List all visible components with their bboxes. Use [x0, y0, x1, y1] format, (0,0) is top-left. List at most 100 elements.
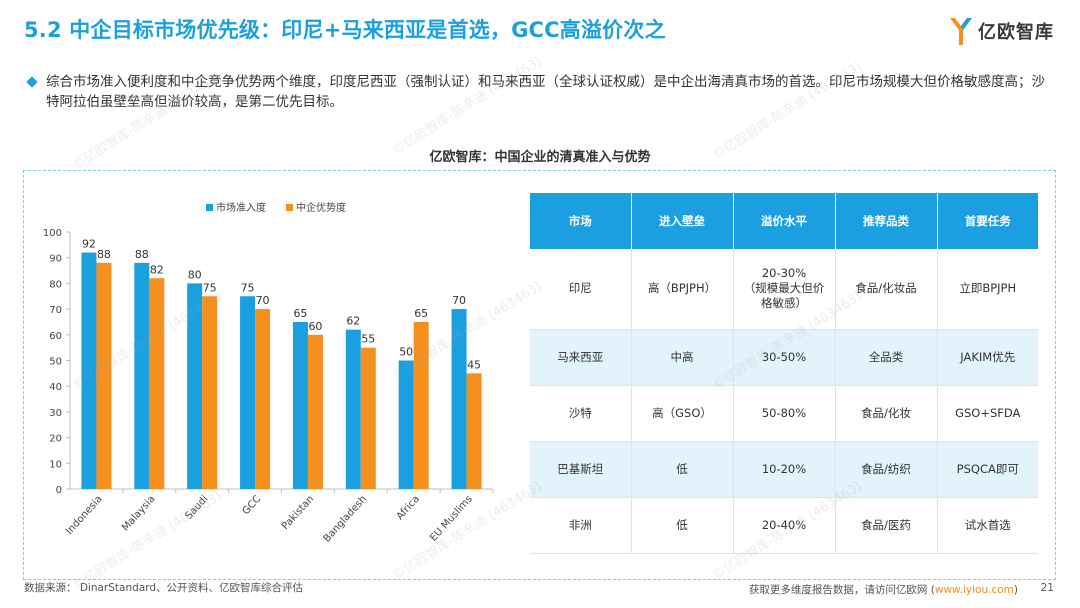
legend-label: 中企优势度 — [296, 201, 346, 214]
y-tick-label: 10 — [49, 459, 62, 470]
table-cell: 印尼 — [530, 249, 632, 330]
x-tick-label: Pakistan — [280, 494, 316, 532]
bar-value-label: 45 — [467, 358, 481, 371]
footer-more-info: 获取更多维度报告数据，请访问亿欧网 (www.iyiou.com) — [749, 582, 1018, 597]
bar — [466, 373, 482, 489]
table-cell: 食品/化妆品 — [835, 249, 938, 330]
table-cell: 试水首选 — [937, 497, 1038, 554]
iyiou-link[interactable]: www.iyiou.com — [934, 584, 1014, 596]
table-row: 沙特 高（GSO） 50-80% 食品/化妆 GSO+SFDA — [530, 385, 1038, 442]
bar — [149, 278, 165, 489]
bar-value-label: 65 — [293, 307, 307, 320]
bar-value-label: 92 — [82, 238, 96, 251]
data-source: 数据来源： DinarStandard、公开资料、亿欧智库综合评估 — [24, 582, 304, 594]
table-row: 巴基斯坦低 10-20% 食品/纺织 PSQCA即可 — [530, 441, 1038, 498]
bar — [413, 321, 429, 489]
y-tick-label: 90 — [49, 254, 62, 265]
table-cell: 巴基斯坦 — [530, 441, 632, 498]
bar — [187, 283, 203, 489]
page-title: 5.2 中企目标市场优先级：印尼+马来西亚是首选，GCC高溢价次之 — [24, 18, 666, 42]
table-cell: 食品/纺织 — [835, 441, 938, 498]
table-row: 马来西亚 中高 30-50% 全品类 JAKIM优先 — [530, 329, 1038, 386]
bar-chart: 市场准入度 中企优势度01020304050607080901009288Indo… — [43, 201, 494, 545]
column-header: 进入壁垒 — [631, 193, 734, 249]
table-cell: 非洲 — [530, 497, 632, 554]
table-cell: 30-50% — [733, 329, 836, 386]
table-row: 非洲低 20-40% 食品/医药 试水首选 — [530, 497, 1038, 554]
table-cell: JAKIM优先 — [937, 329, 1038, 386]
column-header: 推荐品类 — [835, 193, 938, 249]
table-cell: 高（GSO） — [631, 385, 734, 442]
bar — [360, 347, 376, 489]
table-cell: 中高 — [631, 329, 734, 386]
bar — [240, 296, 256, 489]
table-cell: 低 — [631, 497, 734, 554]
logo-text: 亿欧智库 — [978, 22, 1054, 43]
table-cell: 10-20% — [733, 441, 836, 498]
table-header-row: 市场 进入壁垒 溢价水平 推荐品类 首要任务 — [530, 193, 1038, 249]
y-tick-label: 0 — [56, 485, 62, 496]
summary-text: 综合市场准入便利度和中企竞争优势两个维度，印度尼西亚（强制认证）和马来西亚（全球… — [46, 74, 1045, 110]
bar-value-label: 88 — [135, 248, 149, 261]
table-row: 印尼 高（BPJPH） 20-30% （规模最大但价格敏感） 食品/化妆品 立即BPJP… — [530, 249, 1038, 330]
bar-value-label: 82 — [150, 263, 164, 276]
x-tick-label: Africa — [395, 494, 422, 523]
bar-value-label: 62 — [346, 315, 360, 328]
table-cell: 全品类 — [835, 329, 938, 386]
footer-more-prefix: 获取更多维度报告数据，请访问亿欧网 ( — [748, 584, 935, 596]
bar — [292, 321, 308, 489]
y-tick-label: 50 — [49, 357, 62, 368]
legend-label: 市场准入度 — [216, 201, 266, 214]
x-tick-label: Indonesia — [64, 494, 105, 537]
footer-more-suffix: ) — [1013, 584, 1018, 596]
bar — [451, 309, 467, 489]
bar — [255, 309, 271, 489]
bar — [345, 329, 361, 489]
x-tick-label: Malaysia — [120, 494, 157, 534]
column-header: 溢价水平 — [733, 193, 836, 249]
table-cell: 低 — [631, 441, 734, 498]
summary-bullet: 综合市场准入便利度和中企竞争优势两个维度，印度尼西亚（强制认证）和马来西亚（全球… — [26, 72, 1056, 112]
bar — [96, 262, 112, 489]
bar-value-label: 80 — [188, 268, 202, 281]
page-number: 21 — [1040, 582, 1054, 594]
column-header: 首要任务 — [937, 193, 1038, 249]
table-cell: GSO+SFDA — [937, 385, 1038, 442]
table-cell: 20-30% （规模最大但价格敏感） — [733, 249, 836, 330]
y-tick-label: 80 — [49, 279, 62, 290]
y-tick-label: 70 — [49, 305, 62, 316]
table-cell: PSQCA即可 — [937, 441, 1038, 498]
table-cell: 50-80% — [733, 385, 836, 442]
bar-value-label: 70 — [452, 294, 466, 307]
y-tick-label: 100 — [43, 228, 62, 239]
legend-swatch — [286, 204, 293, 211]
y-tick-label: 30 — [49, 408, 62, 419]
y-tick-label: 40 — [49, 382, 62, 393]
table-cell: 食品/医药 — [835, 497, 938, 554]
column-header: 市场 — [530, 193, 632, 249]
bar-value-label: 75 — [203, 281, 217, 294]
logo: 亿欧智库 — [948, 14, 1054, 48]
table-cell: 高（BPJPH） — [631, 249, 734, 330]
bar-value-label: 60 — [308, 320, 322, 333]
x-tick-label: EU Muslims — [428, 494, 475, 544]
bar — [134, 262, 150, 489]
bar — [81, 252, 97, 489]
bar — [398, 360, 414, 489]
table-cell: 马来西亚 — [530, 329, 632, 386]
x-tick-label: GCC — [241, 494, 264, 518]
bar — [202, 296, 218, 489]
x-tick-label: Bangladesh — [322, 494, 369, 545]
section-title: 亿欧智库：中国企业的清真准入与优势 — [429, 150, 651, 165]
x-tick-label: Saudi — [184, 494, 211, 522]
table-cell: 沙特 — [530, 385, 632, 442]
bar-value-label: 75 — [241, 281, 255, 294]
bar-value-label: 55 — [361, 333, 375, 346]
logo-icon — [950, 18, 972, 45]
bar-value-label: 70 — [256, 294, 270, 307]
content-panel — [23, 170, 1056, 580]
diamond-bullet-icon — [26, 76, 38, 88]
table-cell: 食品/化妆 — [835, 385, 938, 442]
table-cell: 立即BPJPH — [937, 249, 1038, 330]
market-table: 市场 进入壁垒 溢价水平 推荐品类 首要任务 印尼 高（BPJPH） 20-30% （规模最… — [530, 193, 1038, 554]
